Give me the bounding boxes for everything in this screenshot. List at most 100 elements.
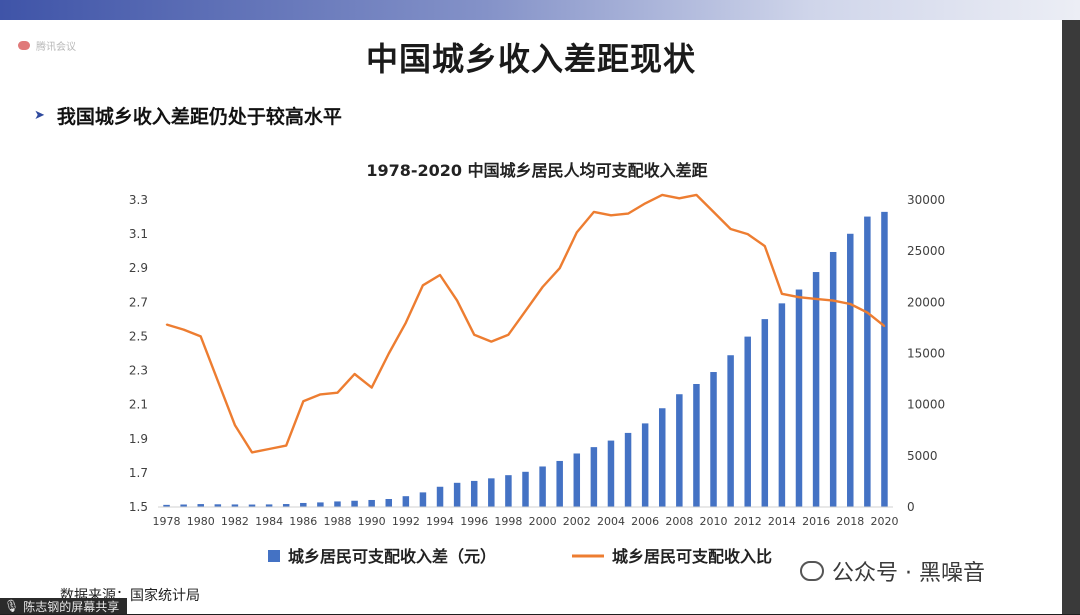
x-axis-tick-label: 1994: [426, 515, 454, 528]
wechat-icon: [800, 561, 824, 581]
bar-income-gap-1978: [163, 504, 170, 507]
bar-income-gap-2015: [795, 289, 803, 507]
point-income-ratio-2011: [729, 228, 732, 230]
point-income-ratio-2006: [644, 202, 646, 205]
point-income-ratio-2014: [781, 293, 783, 295]
point-income-ratio-1992: [405, 322, 407, 324]
x-axis-tick-label: 1996: [460, 515, 488, 528]
x-axis-tick-label: 2002: [563, 515, 591, 528]
x-axis-tick-label: 1988: [323, 515, 351, 528]
slide-title: 中国城乡收入差距现状: [365, 40, 696, 78]
point-income-ratio-2005: [627, 212, 629, 215]
point-income-ratio-1987: [319, 393, 322, 396]
point-income-ratio-1995: [456, 299, 458, 302]
bar-income-gap-1987: [317, 502, 324, 507]
bar-income-gap-2016: [812, 272, 820, 507]
x-axis-tick-label: 2018: [836, 515, 864, 528]
point-income-ratio-1985: [285, 444, 287, 447]
bar-income-gap-2002: [573, 453, 581, 507]
right-axis-tick-label: 20000: [907, 295, 945, 309]
x-axis-tick-label: 2012: [734, 515, 762, 528]
bar-income-gap-1992: [402, 496, 410, 507]
bar-income-gap-1989: [351, 500, 358, 507]
left-axis-tick-label: 3.1: [129, 227, 148, 241]
bar-income-gap-1984: [265, 504, 273, 507]
point-income-ratio-1979: [182, 328, 185, 331]
point-income-ratio-2010: [712, 211, 715, 213]
x-axis-tick-label: 2010: [700, 515, 728, 528]
legend-swatch-bar: [268, 550, 280, 562]
point-income-ratio-2016: [815, 298, 817, 300]
bar-income-gap-2000: [539, 466, 546, 507]
right-axis-tick-label: 10000: [907, 398, 945, 412]
bar-income-gap-2019: [864, 216, 871, 507]
bar-income-gap-2009: [693, 383, 700, 507]
x-axis-tick-label: 1992: [392, 515, 420, 528]
bar-income-gap-2005: [624, 432, 632, 507]
point-income-ratio-1986: [302, 400, 305, 403]
point-income-ratio-2018: [849, 303, 852, 305]
point-income-ratio-2015: [798, 296, 800, 299]
x-axis-tick-label: 1984: [255, 515, 283, 528]
bar-income-gap-1990: [368, 499, 375, 507]
bar-income-gap-2011: [727, 355, 734, 507]
point-income-ratio-1996: [473, 333, 476, 336]
income-gap-chart: 1978-2020 中国城乡居民人均可支配收入差距 1.5 1.7 1.9 2.1 2.…: [129, 161, 945, 566]
bar-income-gap-1991: [385, 498, 393, 507]
left-axis-tick-label: 1.7: [129, 466, 148, 480]
bar-income-gap-1983: [248, 504, 256, 507]
point-income-ratio-2003: [593, 211, 595, 213]
point-income-ratio-1983: [251, 451, 253, 454]
bar-income-gap-1982: [231, 504, 239, 507]
point-income-ratio-1994: [439, 274, 441, 276]
left-axis-tick-label: 2.1: [129, 398, 148, 412]
point-income-ratio-1993: [422, 284, 424, 287]
left-axis-tick-label: 1.5: [129, 500, 148, 514]
bar-income-gap-1980: [197, 504, 204, 507]
screen-share-indicator[interactable]: 🎙 陈志钢的屏幕共享: [0, 598, 128, 614]
point-income-ratio-2013: [764, 245, 766, 247]
side-strip: [1062, 20, 1080, 614]
point-income-ratio-1980: [199, 335, 202, 338]
right-axis-tick-label: 0: [907, 500, 915, 514]
point-income-ratio-2019: [866, 311, 869, 314]
x-axis-tick-label: 1980: [187, 515, 215, 528]
left-axis-tick-label: 3.3: [129, 193, 148, 207]
bar-income-gap-1993: [419, 492, 427, 507]
screen-share-label: 陈志钢的屏幕共享: [23, 599, 120, 614]
right-axis-tick-label: 5000: [907, 449, 938, 463]
bar-income-gap-1986: [300, 502, 307, 507]
point-income-ratio-2008: [678, 197, 681, 200]
point-income-ratio-2017: [832, 299, 834, 302]
bar-income-gap-1997: [488, 478, 495, 507]
left-axis-tick-label: 1.9: [129, 432, 148, 446]
point-income-ratio-1991: [387, 352, 390, 355]
point-income-ratio-2012: [746, 233, 749, 235]
window-top-bar: [0, 0, 1080, 20]
x-axis-tick-label: 2004: [597, 515, 625, 528]
point-income-ratio-1981: [217, 379, 219, 382]
point-income-ratio-2020: [883, 325, 886, 328]
bar-income-gap-2008: [676, 394, 683, 507]
bar-income-gap-2013: [761, 319, 769, 507]
bar-income-gap-2007: [658, 408, 666, 507]
line-income-ratio: [166, 193, 886, 454]
x-axis-tick-label: 1990: [358, 515, 386, 528]
bar-income-gap-1995: [453, 482, 461, 507]
bar-income-gap-2004: [607, 440, 615, 507]
point-income-ratio-2007: [661, 194, 664, 196]
slide: 腾讯会议 中国城乡收入差距现状 ➤ 我国城乡收入差距仍处于较高水平 1978-2…: [0, 20, 1062, 614]
x-axis-tick-label: 2000: [529, 515, 557, 528]
right-axis-tick-label: 25000: [907, 244, 945, 258]
watermark: 公众号 · 黑噪音: [800, 555, 985, 587]
bar-income-gap-1998: [505, 475, 512, 507]
watermark-text: 公众号 · 黑噪音: [832, 561, 985, 586]
right-axis-tick-label: 30000: [907, 193, 945, 207]
bar-income-gap-2014: [778, 303, 786, 507]
meeting-badge: 腾讯会议: [18, 38, 76, 53]
bar-income-gap-2020: [881, 211, 888, 507]
legend-label-line: 城乡居民可支配收入比: [612, 547, 772, 566]
chart-title: 1978-2020 中国城乡居民人均可支配收入差距: [366, 161, 707, 180]
bullet-point: ➤ 我国城乡收入差距仍处于较高水平: [34, 102, 342, 129]
left-axis-tick-label: 2.7: [129, 295, 148, 309]
